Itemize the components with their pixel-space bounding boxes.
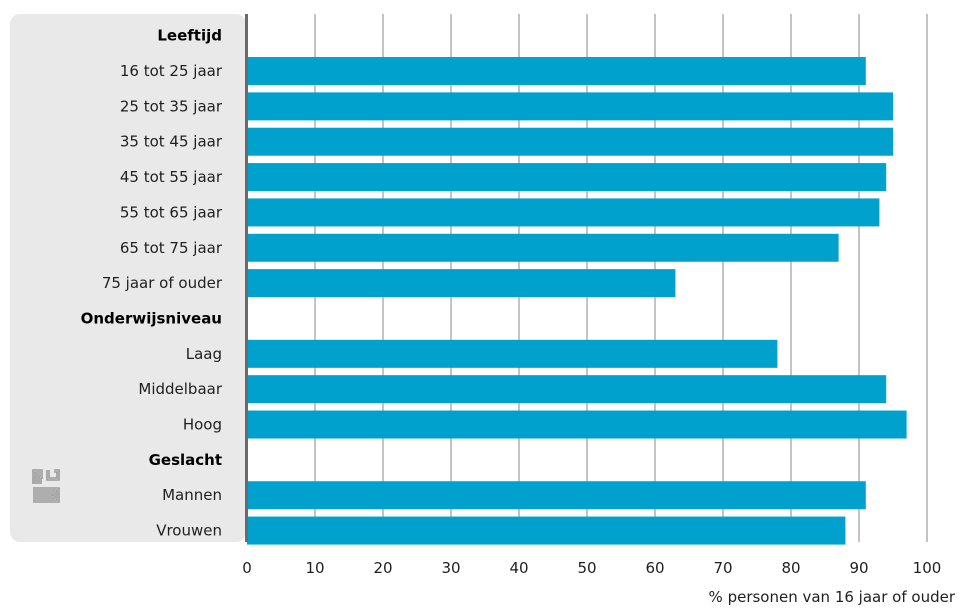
x-tick-label: 50 <box>577 559 596 577</box>
category-label: Hoog <box>183 416 222 434</box>
bar <box>247 163 887 192</box>
x-tick-label: 100 <box>913 559 942 577</box>
x-axis-title: % personen van 16 jaar of ouder <box>709 588 956 606</box>
x-tick-label: 60 <box>645 559 664 577</box>
x-tick-label: 20 <box>373 559 392 577</box>
group-label: Geslacht <box>149 451 222 469</box>
group-label: Onderwijsniveau <box>81 309 222 327</box>
bar <box>247 233 839 262</box>
category-label: 35 tot 45 jaar <box>120 133 223 151</box>
category-label: Vrouwen <box>156 522 222 540</box>
x-tick-label: 0 <box>242 559 252 577</box>
category-label: Laag <box>186 345 222 363</box>
category-label: 55 tot 65 jaar <box>120 203 223 221</box>
x-tick-label: 30 <box>441 559 460 577</box>
y-axis-line <box>245 14 248 542</box>
category-label: Mannen <box>162 486 222 504</box>
x-tick-labels: 0 10 20 30 40 50 60 70 80 90 100 <box>242 559 941 577</box>
bar <box>247 92 893 121</box>
bar <box>247 516 846 545</box>
x-tick-label: 70 <box>713 559 732 577</box>
cbs-logo-icon <box>32 469 60 503</box>
category-label: 16 tot 25 jaar <box>120 62 223 80</box>
x-tick-label: 10 <box>305 559 324 577</box>
bar <box>247 339 778 368</box>
category-label: Middelbaar <box>138 380 222 398</box>
group-label: Leeftijd <box>157 27 222 45</box>
bar <box>247 410 907 439</box>
bar <box>247 375 887 404</box>
category-label: 25 tot 35 jaar <box>120 97 223 115</box>
bar <box>247 269 676 298</box>
category-label: 45 tot 55 jaar <box>120 168 223 186</box>
bar <box>247 481 866 510</box>
bar <box>247 57 866 86</box>
bar <box>247 127 893 156</box>
x-tick-label: 80 <box>781 559 800 577</box>
bar <box>247 198 880 227</box>
x-tick-label: 90 <box>849 559 868 577</box>
label-panel <box>10 14 246 542</box>
category-labels: Leeftijd 16 tot 25 jaar 25 tot 35 jaar 35 t… <box>81 27 223 540</box>
bars <box>247 57 907 545</box>
x-tick-label: 40 <box>509 559 528 577</box>
category-label: 75 jaar of ouder <box>102 274 223 292</box>
category-label: 65 tot 75 jaar <box>120 239 223 257</box>
